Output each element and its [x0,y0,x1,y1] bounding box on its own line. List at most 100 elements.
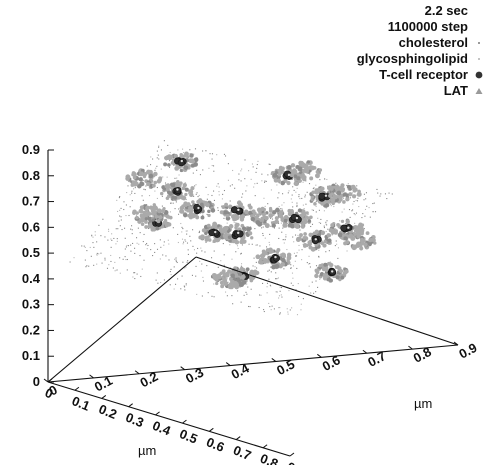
glycosphingolipid-point [263,197,265,199]
cholesterol-point [263,181,266,183]
lat-point [263,258,268,263]
cholesterol-point [146,242,148,245]
glycosphingolipid-point [292,277,294,279]
cholesterol-point [328,250,330,252]
glycosphingolipid-point [166,176,168,178]
cholesterol-point [154,169,156,171]
cholesterol-point [223,217,225,219]
lat-point [164,155,169,161]
cholesterol-point [277,222,280,224]
lat-point [290,163,296,168]
glycosphingolipid-point [202,276,204,278]
lat-point [223,225,229,231]
tcr-highlight [287,173,291,177]
cholesterol-point [240,180,242,182]
lat-point [217,275,222,280]
cholesterol-point [104,236,106,238]
lat-point [350,184,356,190]
lat-point [195,215,199,219]
lat-point [159,191,164,196]
cholesterol-point [143,188,145,190]
x-tick-mark [209,427,214,432]
glycosphingolipid-point [333,205,335,208]
cholesterol-point [253,257,255,259]
lat-point [191,200,195,204]
glycosphingolipid-point [185,240,187,242]
lat-point [286,180,291,186]
y-tick-label: 0.7 [365,348,388,370]
lat-point [297,208,302,213]
lat-point [320,201,325,206]
cholesterol-point [211,257,213,259]
y-axis-label: µm [414,396,432,411]
raft-cluster [220,222,254,245]
glycosphingolipid-point [354,214,356,216]
glycosphingolipid-point [186,230,188,232]
cholesterol-point [352,209,354,211]
glycosphingolipid-point [351,192,353,194]
glycosphingolipid-point [251,163,254,165]
glycosphingolipid-point [319,278,321,280]
tcr-highlight [314,238,317,241]
lat-point [206,223,211,228]
cholesterol-point [325,221,327,223]
cholesterol-point [325,207,327,209]
lat-point [248,226,252,231]
cholesterol-point [176,261,178,264]
raft-cluster [179,198,216,220]
cholesterol-point [167,144,169,146]
lat-point [302,236,307,240]
lat-point [310,195,314,199]
cholesterol-point [174,208,176,210]
glycosphingolipid-point [276,184,278,186]
x-tick-mark [101,395,107,399]
glycosphingolipid-point [255,244,257,246]
glycosphingolipid-point [264,237,266,239]
lat-point [142,210,147,215]
lat-point [222,278,228,284]
cholesterol-point [143,259,145,261]
lat-point [320,230,326,236]
lat-point [356,233,362,239]
cholesterol-point [306,262,308,264]
cholesterol-point [361,217,363,219]
glycosphingolipid-point [211,164,213,167]
glycosphingolipid-point [308,285,310,287]
lat-point [351,245,356,250]
cholesterol-point [83,245,85,247]
raft-cluster [132,203,169,224]
lat-point [146,182,151,187]
lat-point [330,223,335,227]
cholesterol-point [161,205,163,207]
cholesterol-point [309,173,311,175]
lat-point [323,262,328,267]
cholesterol-point [132,242,134,245]
lat-point [358,243,363,248]
lat-point [277,173,281,177]
glycosphingolipid-point [318,221,320,224]
glycosphingolipid-point [170,274,172,276]
cholesterol-point [298,295,300,298]
glycosphingolipid-point [110,238,112,240]
cholesterol-point [189,235,191,237]
glycosphingolipid-point [278,206,280,208]
cholesterol-point [187,260,189,262]
lat-point [253,211,257,216]
lat-point [315,270,320,275]
glycosphingolipid-point [266,292,268,294]
lat-point [275,220,280,224]
glycosphingolipid-point [200,270,202,272]
cholesterol-point [111,239,113,241]
glycosphingolipid-point [182,243,184,245]
cholesterol-point [170,202,172,204]
cholesterol-point [163,279,165,281]
glycosphingolipid-point [227,179,229,181]
cholesterol-point [308,183,311,185]
cholesterol-point [369,216,371,218]
cholesterol-point [255,171,257,173]
cholesterol-point [269,306,271,308]
lat-point [337,232,343,238]
cholesterol-point [366,205,368,207]
glycosphingolipid-point [96,254,98,256]
cholesterol-point [112,267,114,269]
